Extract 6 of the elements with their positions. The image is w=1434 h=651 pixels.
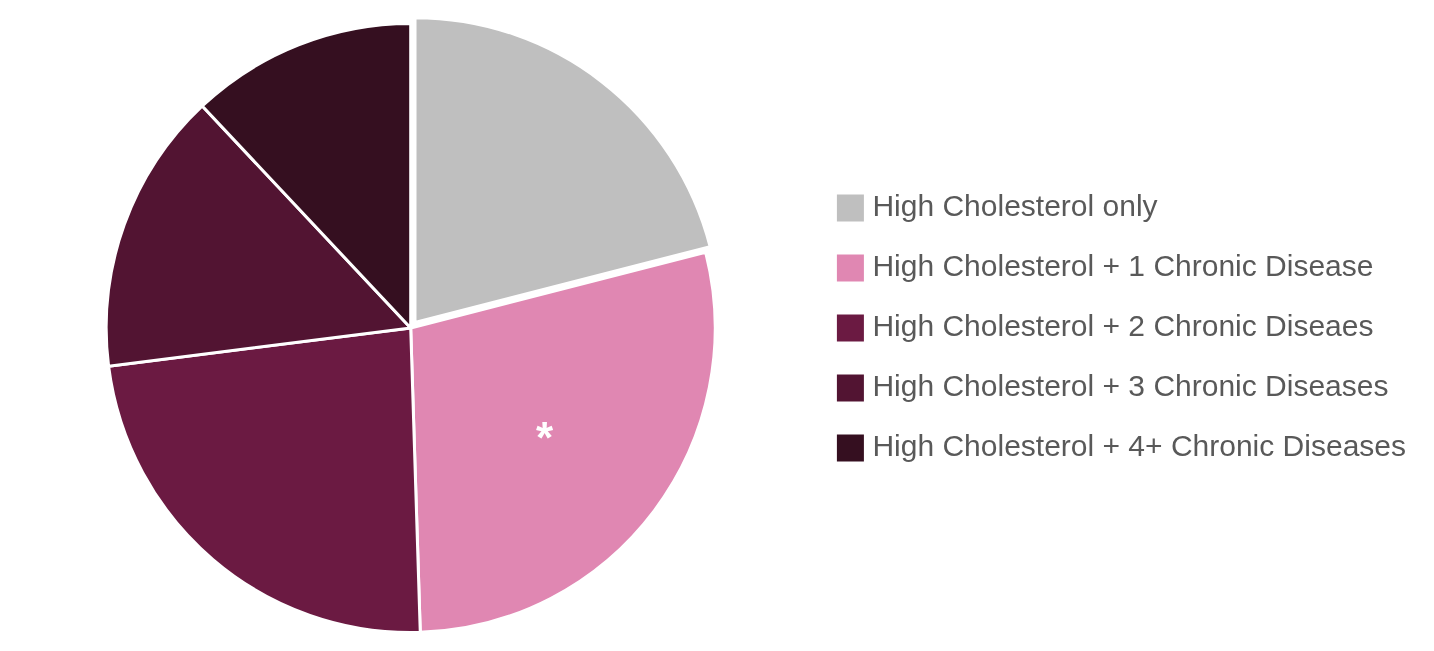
text: * — [536, 412, 554, 462]
legend-label: High Cholesterol + 2 Chronic Diseaes — [872, 309, 1374, 343]
legend-label: High Cholesterol only — [872, 189, 1158, 223]
legend-label: High Cholesterol + 1 Chronic Disease — [872, 249, 1374, 283]
legend-label: High Cholesterol + 4+ Chronic Diseases — [872, 429, 1407, 463]
legend-label: High Cholesterol + 3 Chronic Diseases — [872, 369, 1389, 403]
